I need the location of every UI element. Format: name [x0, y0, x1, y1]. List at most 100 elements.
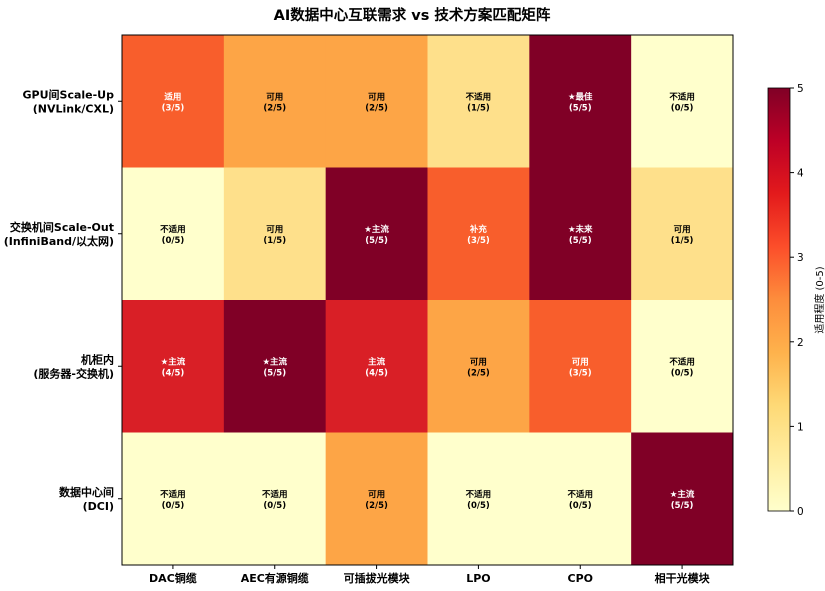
- cell-value-label: (5/5): [569, 236, 592, 246]
- cell-value-label: (0/5): [467, 501, 490, 511]
- colorbar-label: 适用程度 (0-5): [813, 266, 825, 333]
- cell-label: 主流: [368, 356, 386, 367]
- colorbar-tick-label: 0: [797, 506, 804, 518]
- heatmap-cell: [631, 167, 734, 301]
- cell-value-label: (1/5): [263, 236, 286, 246]
- cell-label: 可用: [368, 490, 385, 500]
- plot-frame: [121, 34, 734, 566]
- cell-label: 不适用: [567, 489, 593, 500]
- heatmap-cell: [223, 167, 327, 301]
- heatmap-cell: [427, 35, 530, 168]
- heatmap-cell: [529, 35, 632, 168]
- heatmap-cell: [529, 300, 632, 433]
- cell-value-label: (3/5): [162, 103, 185, 113]
- y-tick-label: (DCI): [83, 500, 114, 513]
- x-tick-label: 相干光模块: [655, 571, 711, 585]
- cell-label: 不适用: [669, 356, 695, 367]
- heatmap-cell: [122, 167, 225, 301]
- heatmap-cell: [631, 300, 734, 433]
- colorbar-tick-label: 1: [797, 421, 804, 433]
- cell-label: 可用: [470, 357, 487, 367]
- heatmap-cell: [325, 167, 428, 301]
- cell-label: 不适用: [160, 489, 186, 500]
- heatmap-cell: [427, 432, 530, 566]
- colorbar-ticks: 0 1 2 3 4 5: [790, 83, 804, 518]
- x-tick-label: 可插拔光模块: [344, 571, 411, 585]
- cell-value-label: (2/5): [365, 501, 388, 511]
- x-tick-label: DAC铜缆: [149, 571, 197, 585]
- cell-label: 不适用: [669, 91, 695, 102]
- cell-label: 不适用: [262, 489, 288, 500]
- y-tick-label: GPU间Scale-Up: [23, 88, 115, 101]
- cell-label: 可用: [674, 225, 691, 235]
- cell-value-label: (3/5): [569, 368, 592, 378]
- cell-value-label: (1/5): [671, 236, 694, 246]
- cell-value-label: (4/5): [365, 368, 388, 378]
- cell-value-label: (3/5): [467, 236, 490, 246]
- cell-value-label: (0/5): [671, 103, 694, 113]
- heatmap-cell: [325, 432, 428, 566]
- cell-value-label: (0/5): [569, 501, 592, 511]
- cell-label: 可用: [266, 92, 283, 102]
- x-tick-label: CPO: [568, 572, 594, 585]
- cell-value-label: (0/5): [671, 368, 694, 378]
- cell-label: ★最佳: [568, 91, 593, 102]
- heatmap-cell: [223, 432, 327, 566]
- cell-label: ★未来: [568, 224, 593, 235]
- y-tick-label: (NVLink/CXL): [33, 102, 114, 115]
- colorbar-gradient: [767, 87, 791, 512]
- y-tick-label: (InfiniBand/以太网): [4, 234, 114, 248]
- colorbar-tick-label: 3: [797, 252, 804, 264]
- cell-label: 适用: [164, 91, 181, 102]
- heatmap-cell: [223, 35, 327, 168]
- cell-value-label: (0/5): [162, 501, 185, 511]
- colorbar-tick-label: 4: [797, 168, 804, 180]
- cell-value-label: (2/5): [263, 103, 286, 113]
- colorbar: 0 1 2 3 4 5 适用程度 (0-5): [767, 83, 825, 518]
- cell-label: ★主流: [262, 356, 287, 367]
- y-axis-ticks: GPU间Scale-Up(NVLink/CXL) 交换机间Scale-Out(In…: [4, 88, 122, 513]
- heatmap-cell: [325, 300, 428, 433]
- heatmap-cell: [427, 300, 530, 433]
- cell-value-label: (0/5): [162, 236, 185, 246]
- heatmap-cell: [325, 35, 428, 168]
- colorbar-tick-label: 2: [797, 337, 804, 349]
- cell-label: 不适用: [160, 224, 186, 235]
- cell-value-label: (5/5): [671, 501, 694, 511]
- heatmap-cell: [122, 300, 225, 433]
- y-tick-label: 数据中心间: [59, 485, 114, 499]
- cell-label: 可用: [368, 92, 385, 102]
- cell-label: ★主流: [670, 489, 695, 500]
- cell-label: 可用: [266, 225, 283, 235]
- cell-value-label: (2/5): [365, 103, 388, 113]
- heatmap-cell: [223, 300, 327, 433]
- cell-value-label: (4/5): [162, 368, 185, 378]
- heatmap-cell: [529, 167, 632, 301]
- heatmap-cell: [427, 167, 530, 301]
- cell-value-label: (5/5): [569, 103, 592, 113]
- y-tick-label: 交换机间Scale-Out: [10, 220, 114, 234]
- cell-label: ★主流: [161, 356, 186, 367]
- cell-label: 补充: [469, 224, 488, 235]
- cell-label: 不适用: [466, 91, 492, 102]
- heatmap-cell: [631, 35, 734, 168]
- x-tick-label: LPO: [466, 572, 490, 585]
- heatmap-cell: [529, 432, 632, 566]
- cell-value-label: (5/5): [365, 236, 388, 246]
- cell-value-label: (1/5): [467, 103, 490, 113]
- cell-value-label: (2/5): [467, 368, 490, 378]
- cell-value-label: (5/5): [263, 368, 286, 378]
- heatmap-cells: 适用(3/5)可用(2/5)可用(2/5)不适用(1/5)★最佳(5/5)不适用…: [122, 35, 734, 566]
- x-axis-ticks: DAC铜缆 AEC有源铜缆 可插拔光模块 LPO CPO 相干光模块: [149, 565, 711, 585]
- cell-label: ★主流: [364, 224, 389, 235]
- x-tick-label: AEC有源铜缆: [241, 571, 309, 585]
- y-tick-label: (服务器-交换机): [33, 366, 114, 380]
- cell-label: 不适用: [466, 489, 492, 500]
- y-tick-label: 机柜内: [81, 352, 114, 366]
- heatmap-cell: [122, 432, 225, 566]
- heatmap-cell: [631, 432, 734, 566]
- heatmap-cell: [122, 35, 225, 168]
- cell-value-label: (0/5): [263, 501, 286, 511]
- cell-label: 可用: [572, 357, 589, 367]
